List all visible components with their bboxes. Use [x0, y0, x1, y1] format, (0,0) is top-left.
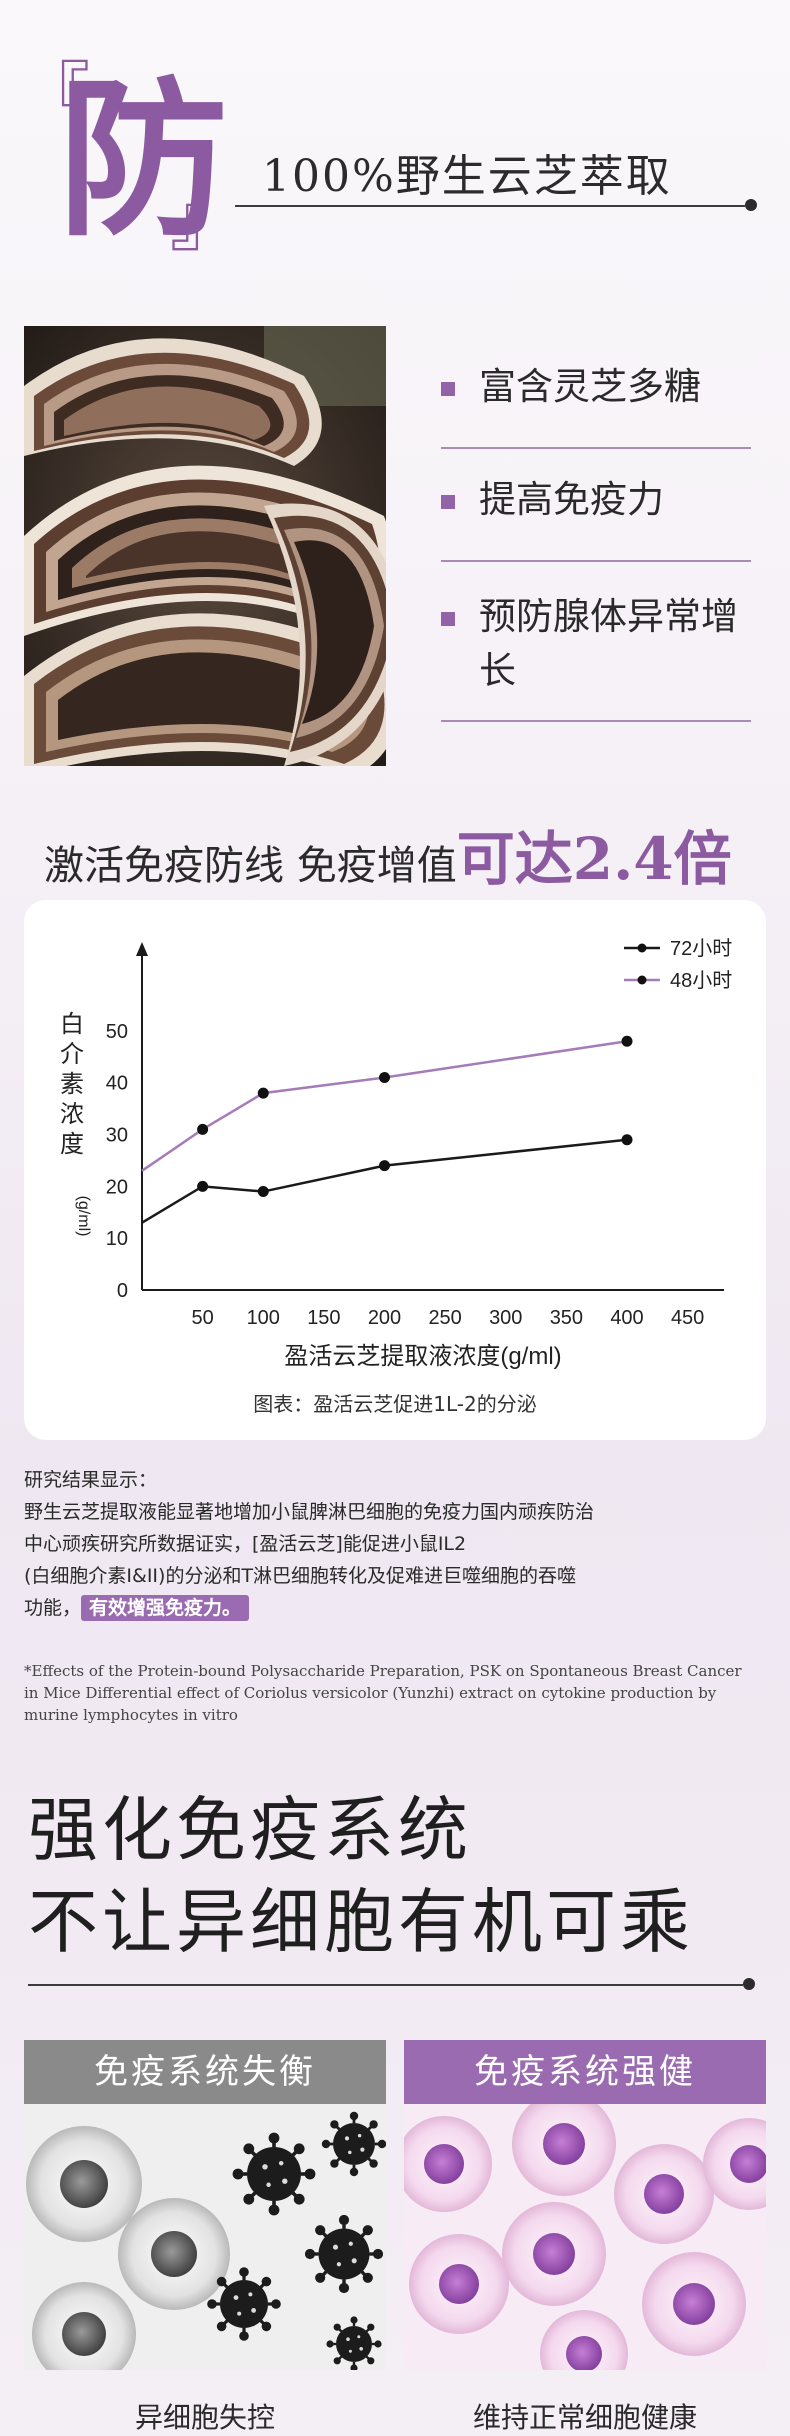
- legend-label: 72小时: [670, 937, 732, 960]
- panel-illustration: [404, 2104, 766, 2370]
- research-footnote: *Effects of the Protein-bound Polysaccha…: [24, 1660, 774, 1726]
- header-title: 100%野生云芝萃取: [262, 151, 672, 202]
- research-heading: 研究结果显示：: [24, 1469, 158, 1491]
- feature-item-3: 预防腺体异常增长: [441, 590, 751, 697]
- research-line-prefix: 功能，: [24, 1597, 82, 1619]
- legend-label: 48小时: [670, 969, 732, 992]
- x-tick-label: 450: [671, 1307, 704, 1329]
- panel-caption: 异细胞失控: [134, 2401, 275, 2434]
- big-heading-line-2: 不让异细胞有机可乘: [28, 1881, 694, 1963]
- y-axis-label-char: 度: [60, 1131, 84, 1158]
- data-point: [621, 1134, 633, 1146]
- section-divider-dot: [743, 1978, 755, 1990]
- bullet-square-icon: [441, 612, 455, 626]
- x-tick-label: 200: [368, 1307, 401, 1329]
- chart-caption: 图表：盈活云芝促进1L-2的分泌: [253, 1392, 537, 1416]
- x-tick-label: 250: [428, 1307, 461, 1329]
- research-line: 功能， 有效增强免疫力。: [24, 1592, 766, 1624]
- big-character: 防: [58, 60, 229, 260]
- y-tick-label: 40: [106, 1073, 128, 1095]
- turkey-tail-mushroom-illustration: [24, 326, 386, 766]
- x-tick-label: 300: [489, 1307, 522, 1329]
- footnote-line: in Mice Differential effect of Coriolus …: [24, 1684, 717, 1702]
- y-axis-unit-label: (g/ml): [75, 1196, 92, 1237]
- data-point: [621, 1035, 633, 1047]
- abnormal-cells-illustration: [26, 2110, 386, 2370]
- big-heading-line-1: 强化免疫系统: [28, 1789, 472, 1871]
- bracket-open: 『: [20, 54, 90, 136]
- research-highlight: 有效增强免疫力。: [81, 1595, 250, 1621]
- panel-title: 免疫系统失衡: [24, 2040, 386, 2104]
- mushroom-photo: [24, 326, 386, 766]
- y-axis-label-char: 浓: [60, 1101, 84, 1128]
- x-axis-label: 盈活云芝提取液浓度(g/ml): [284, 1343, 561, 1370]
- series-line-1: [141, 1138, 628, 1224]
- bracket-close: 』: [170, 179, 240, 261]
- y-tick-label: 10: [106, 1228, 128, 1250]
- y-axis-arrow-icon: [136, 942, 148, 956]
- footnote-line: *Effects of the Protein-bound Polysaccha…: [24, 1662, 742, 1680]
- section-divider: [28, 1984, 743, 1986]
- immunity-headline: 激活免疫防线 免疫增值可达2.4倍: [44, 812, 732, 896]
- data-point: [257, 1087, 269, 1099]
- bullet-square-icon: [441, 382, 455, 396]
- panel-title: 免疫系统强健: [404, 2040, 766, 2104]
- bullet-square-icon: [441, 495, 455, 509]
- big-heading: 强化免疫系统 不让异细胞有机可乘: [28, 1784, 694, 1968]
- x-tick-label: 100: [247, 1307, 280, 1329]
- legend-marker: [637, 975, 647, 985]
- header-divider: [235, 205, 745, 207]
- feature-divider: [441, 560, 751, 562]
- headline-emphasis: 可达2.4倍: [456, 825, 732, 893]
- x-tick-label: 350: [550, 1307, 583, 1329]
- panel-caption: 维持正常细胞健康: [472, 2401, 697, 2434]
- panel-illustration: [24, 2104, 386, 2370]
- footnote-line: murine lymphocytes in vitro: [24, 1706, 238, 1724]
- research-line: 中心顽疾研究所数据证实，[盈活云芝]能促进小鼠IL2: [24, 1533, 467, 1555]
- feature-divider: [441, 447, 751, 449]
- y-tick-label: 50: [106, 1021, 128, 1043]
- research-block: 研究结果显示： 野生云芝提取液能显著地增加小鼠脾淋巴细胞的免疫力国内顽疾防治 中…: [24, 1464, 766, 1624]
- feature-item-1: 富含灵芝多糖: [441, 360, 751, 414]
- panel-healthy: 免疫系统强健 维持正常细胞健康: [404, 2040, 766, 2436]
- data-point: [379, 1160, 390, 1172]
- data-point: [197, 1123, 209, 1135]
- header-divider-dot: [745, 199, 757, 211]
- series-line-2: [141, 1040, 628, 1172]
- data-point: [257, 1186, 269, 1198]
- chart-card: 0 10 20 30 40 50 50 100 150 200 250 300 350 400 450 白介素…: [24, 900, 766, 1440]
- feature-text: 富含灵芝多糖: [479, 365, 701, 408]
- research-line: 野生云芝提取液能显著地增加小鼠脾淋巴细胞的免疫力国内顽疾防治: [24, 1501, 595, 1523]
- y-axis-label-char: 白: [60, 1011, 84, 1038]
- data-point: [379, 1072, 390, 1084]
- panel-imbalanced: 免疫系统失衡: [24, 2040, 386, 2436]
- y-tick-label: 30: [106, 1125, 128, 1147]
- feature-divider: [441, 720, 751, 722]
- interleukin-line-chart: 0 10 20 30 40 50 50 100 150 200 250 300 350 400 450 白介素…: [60, 937, 732, 1370]
- feature-text: 预防腺体异常增长: [479, 595, 738, 692]
- feature-item-2: 提高免疫力: [441, 473, 751, 527]
- legend-marker: [637, 943, 647, 953]
- y-tick-label: 0: [117, 1280, 128, 1302]
- x-tick-label: 400: [610, 1307, 643, 1329]
- healthy-cells-illustration: [404, 2104, 766, 2370]
- x-tick-label: 50: [192, 1307, 214, 1329]
- data-point: [197, 1180, 209, 1192]
- headline-prefix: 激活免疫防线 免疫增值: [44, 843, 457, 889]
- y-axis-label-char: 素: [60, 1071, 84, 1098]
- feature-text: 提高免疫力: [479, 478, 664, 521]
- y-axis-label-char: 介: [60, 1041, 84, 1068]
- x-tick-label: 150: [307, 1307, 340, 1329]
- research-line: (白细胞介素I&II)的分泌和T淋巴细胞转化及促难进巨噬细胞的吞噬: [24, 1565, 577, 1587]
- y-tick-label: 20: [106, 1176, 128, 1198]
